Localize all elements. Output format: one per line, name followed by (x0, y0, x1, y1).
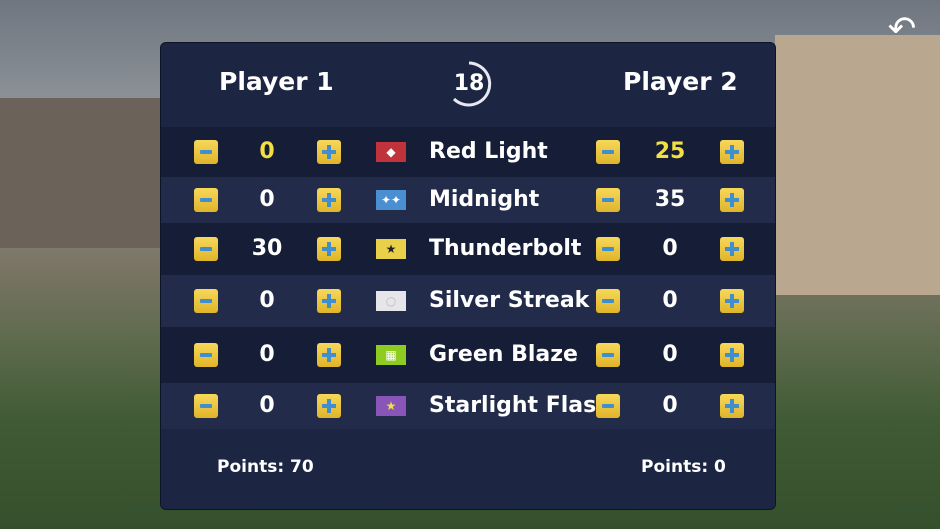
horse-name: Starlight Flash (429, 393, 612, 418)
horse-row: 0 ✦✦ Midnight 35 (161, 177, 775, 223)
player-1-bet: 0 (259, 393, 275, 418)
player-1-name: Player 1 (219, 67, 334, 96)
player-2-increase-button[interactable] (720, 394, 744, 418)
player-1-bet: 0 (259, 288, 275, 313)
player-2-name: Player 2 (623, 67, 738, 96)
player-1-decrease-button[interactable] (194, 188, 218, 212)
countdown-timer: 18 (446, 61, 492, 107)
player-1-decrease-button[interactable] (194, 394, 218, 418)
background-building-right (775, 35, 940, 295)
player-2-decrease-button[interactable] (596, 188, 620, 212)
player-1-decrease-button[interactable] (194, 140, 218, 164)
player-2-increase-button[interactable] (720, 188, 744, 212)
player-2-increase-button[interactable] (720, 140, 744, 164)
horse-name: Midnight (429, 187, 540, 212)
player-1-increase-button[interactable] (317, 394, 341, 418)
horse-row: 30 ★ Thunderbolt 0 (161, 223, 775, 275)
player-2-decrease-button[interactable] (596, 140, 620, 164)
horse-flag-icon: ○ (376, 291, 406, 311)
player-2-bet: 0 (662, 288, 678, 313)
horse-row: 0 ★ Starlight Flash 0 (161, 383, 775, 429)
horse-flag-icon: ◆ (376, 142, 406, 162)
horse-flag-icon: ★ (376, 396, 406, 416)
player-1-decrease-button[interactable] (194, 237, 218, 261)
player-1-bet: 30 (251, 236, 283, 261)
timer-value: 18 (453, 71, 485, 96)
player-2-bet: 0 (662, 236, 678, 261)
player-1-bet: 0 (259, 187, 275, 212)
player-2-bet: 0 (662, 393, 678, 418)
player-2-decrease-button[interactable] (596, 289, 620, 313)
horse-name: Red Light (429, 139, 548, 164)
player-2-decrease-button[interactable] (596, 343, 620, 367)
player-2-increase-button[interactable] (720, 343, 744, 367)
horse-name: Silver Streak (429, 288, 590, 313)
horse-row: 0 ▦ Green Blaze 0 (161, 327, 775, 383)
player-1-increase-button[interactable] (317, 140, 341, 164)
player-1-increase-button[interactable] (317, 188, 341, 212)
back-arrow-icon[interactable]: ↶ (887, 9, 917, 49)
player-1-decrease-button[interactable] (194, 289, 218, 313)
player-1-points: Points: 70 (217, 457, 314, 477)
player-1-bet: 0 (259, 342, 275, 367)
betting-panel: Player 1 18 Player 2 0 ◆ Red Light 25 0 … (160, 42, 776, 510)
background-building-left (0, 98, 165, 248)
horse-name: Green Blaze (429, 342, 578, 367)
panel-header: Player 1 18 Player 2 (161, 43, 775, 127)
horse-row: 0 ◆ Red Light 25 (161, 127, 775, 177)
player-1-increase-button[interactable] (317, 289, 341, 313)
player-1-bet: 0 (259, 139, 275, 164)
player-2-bet: 25 (654, 139, 686, 164)
player-2-decrease-button[interactable] (596, 394, 620, 418)
player-2-points: Points: 0 (641, 457, 726, 477)
player-2-increase-button[interactable] (720, 237, 744, 261)
horse-row: 0 ○ Silver Streak 0 (161, 275, 775, 327)
horse-flag-icon: ▦ (376, 345, 406, 365)
player-2-bet: 0 (662, 342, 678, 367)
player-2-increase-button[interactable] (720, 289, 744, 313)
player-1-increase-button[interactable] (317, 343, 341, 367)
timer-ring-icon (452, 61, 492, 107)
horse-flag-icon: ✦✦ (376, 190, 406, 210)
player-1-increase-button[interactable] (317, 237, 341, 261)
horse-name: Thunderbolt (429, 236, 582, 261)
player-1-decrease-button[interactable] (194, 343, 218, 367)
player-2-decrease-button[interactable] (596, 237, 620, 261)
horse-flag-icon: ★ (376, 239, 406, 259)
player-2-bet: 35 (654, 187, 686, 212)
